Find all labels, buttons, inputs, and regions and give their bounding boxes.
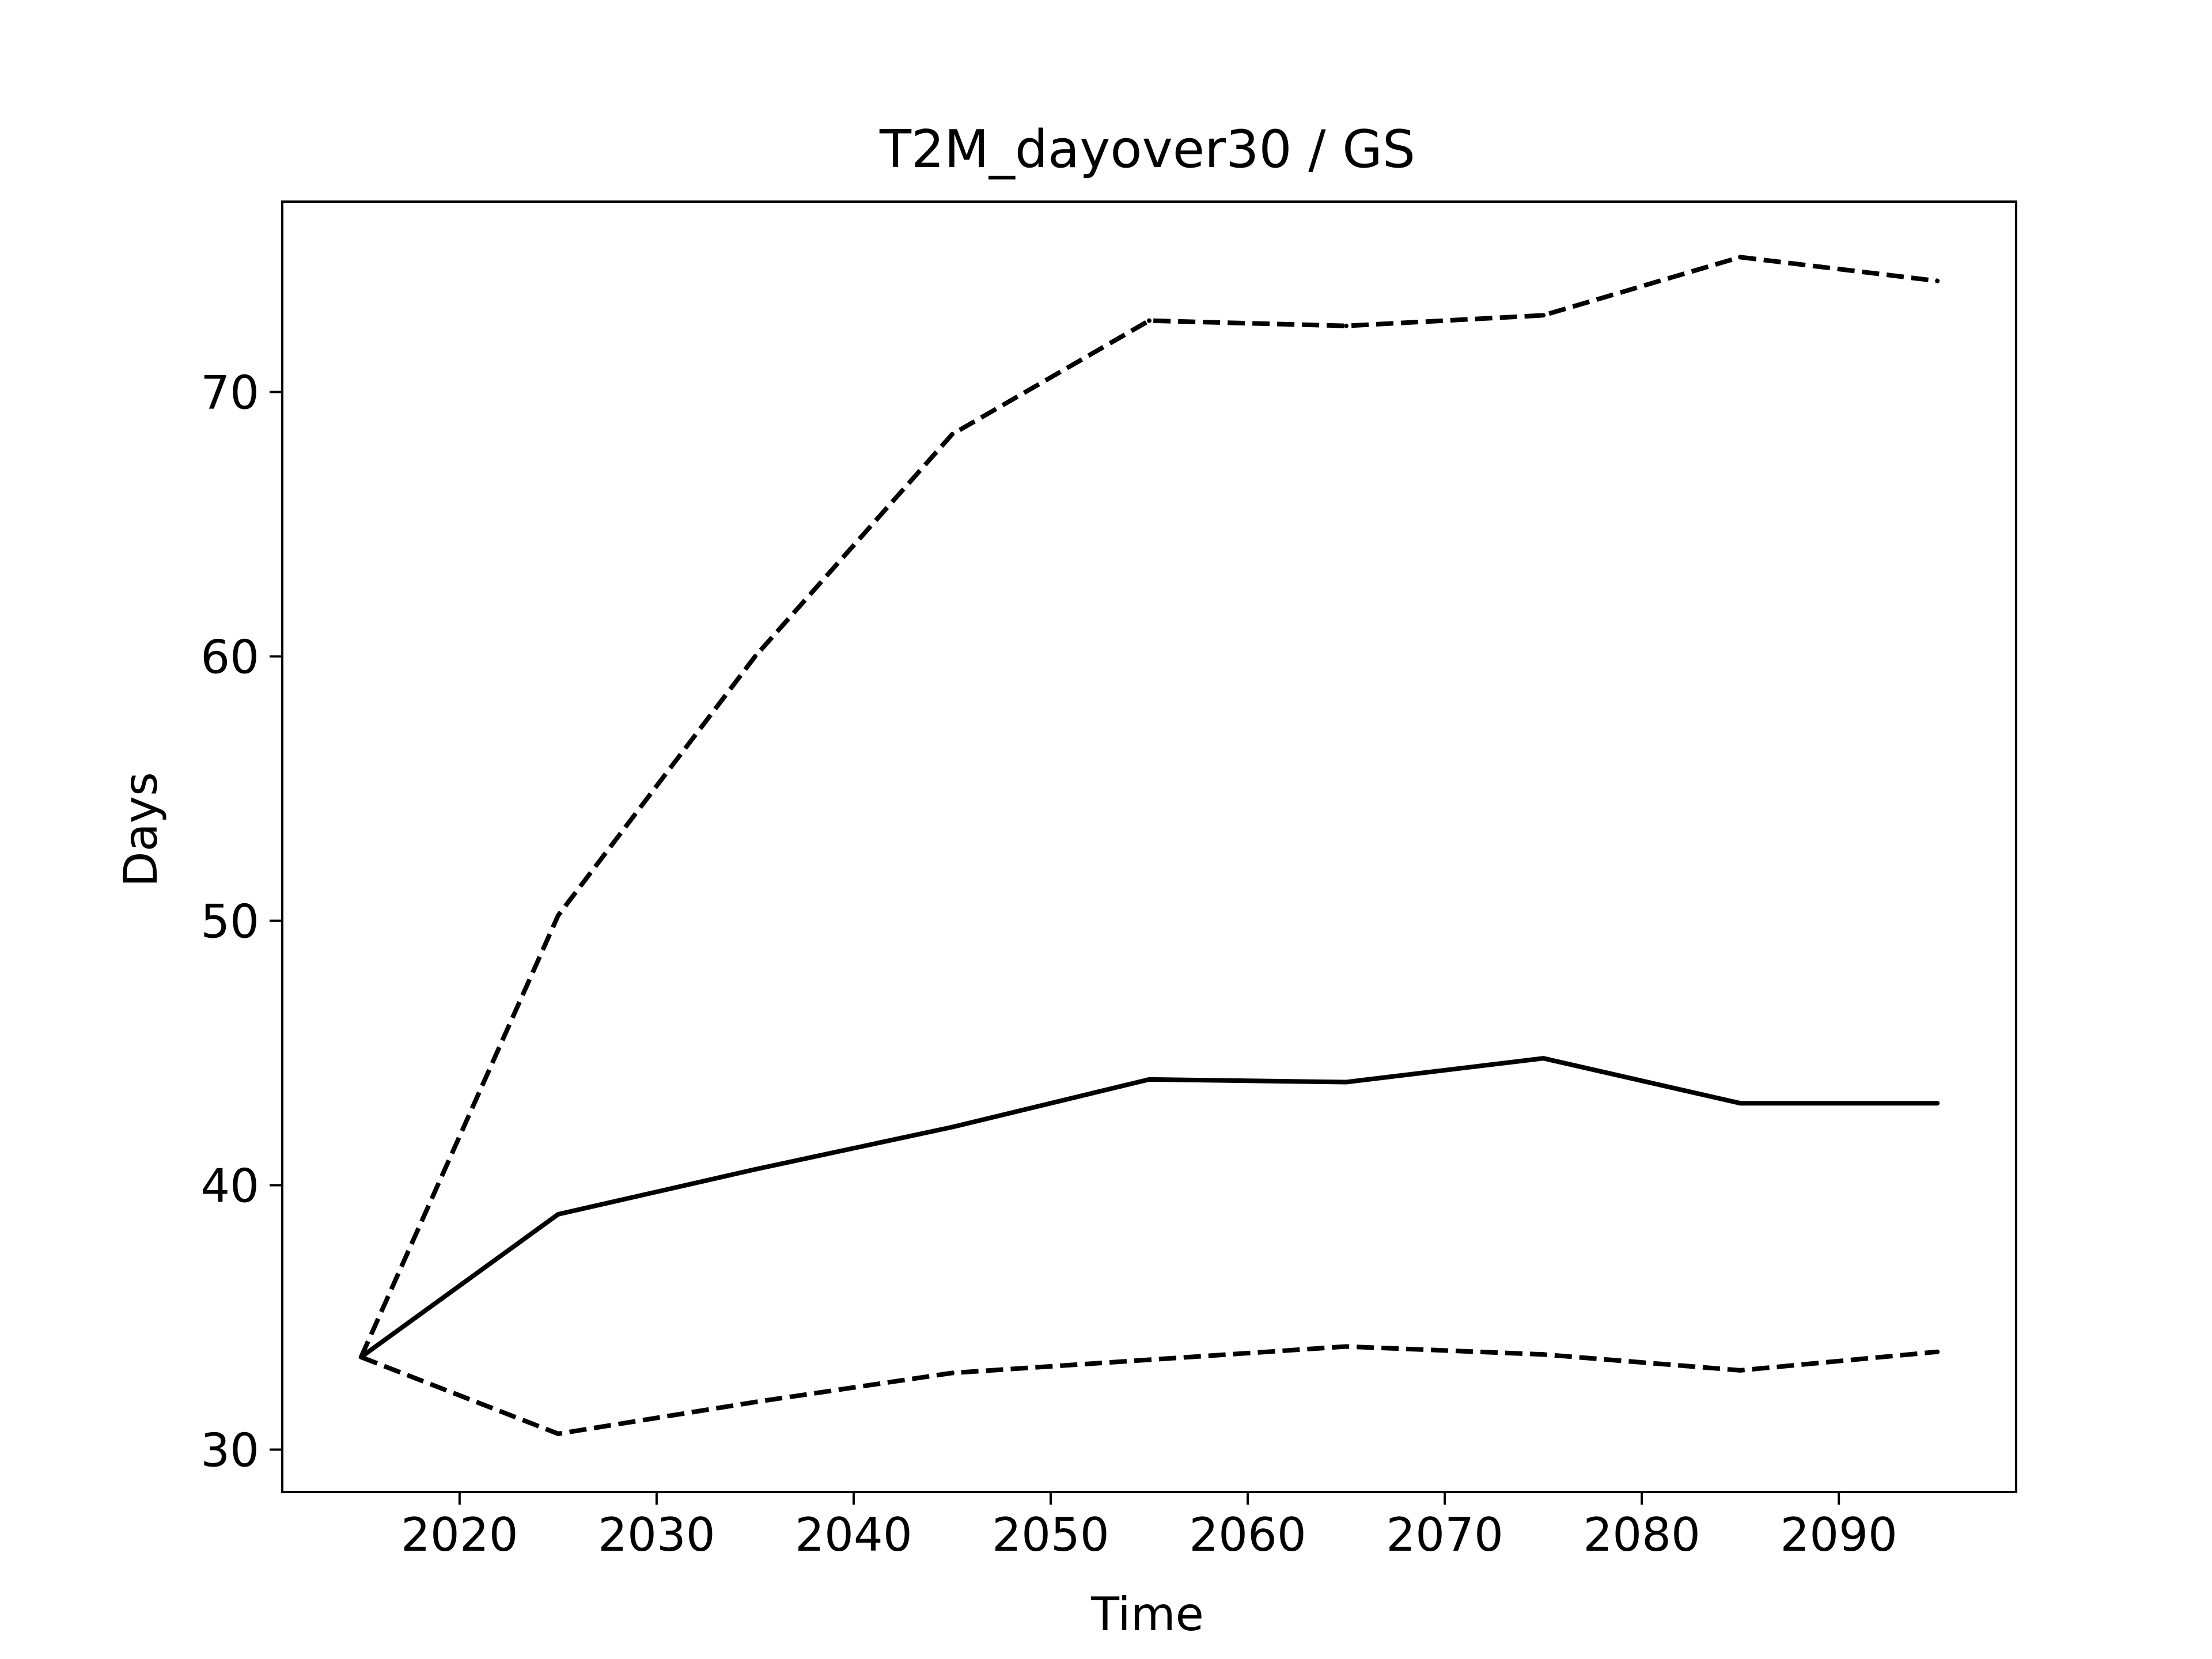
y-tick-label: 30 — [200, 1424, 259, 1478]
x-tick-label: 2050 — [992, 1508, 1109, 1562]
series-1-point — [1344, 323, 1349, 328]
series-2-point — [1738, 1101, 1743, 1106]
series-2-point — [555, 1212, 560, 1217]
series-3-point — [1738, 1368, 1743, 1373]
series-2-point — [950, 1124, 955, 1130]
y-tick-label: 50 — [200, 895, 259, 949]
x-tick-label: 2090 — [1780, 1508, 1897, 1562]
series-2-point — [752, 1167, 757, 1172]
series-1-point — [1935, 278, 1940, 283]
series-3-point — [1147, 1357, 1152, 1362]
series-1-point — [950, 431, 955, 437]
series-3-point — [1344, 1344, 1349, 1349]
series-3-point — [950, 1370, 955, 1376]
series-2-point — [1541, 1056, 1546, 1061]
series-3-point — [752, 1399, 757, 1404]
x-tick-label: 2080 — [1583, 1508, 1700, 1562]
x-tick-label: 2040 — [795, 1508, 912, 1562]
series-2-point — [1147, 1077, 1152, 1082]
series-2-point — [1344, 1080, 1349, 1085]
y-tick-label: 70 — [200, 366, 259, 419]
series-3-point — [1935, 1349, 1940, 1354]
series-1-point — [752, 654, 757, 659]
series-layer — [358, 255, 1940, 1436]
plot-frame — [281, 200, 2017, 1493]
series-3-point — [555, 1431, 560, 1436]
ticks-layer: 2020 2030 2040 2050 2060 2070 2080 2090 30 40 50 60… — [200, 366, 1897, 1562]
series-1-point — [1541, 313, 1546, 318]
x-tick-label: 2030 — [598, 1508, 715, 1562]
y-axis-label: Days — [114, 772, 168, 887]
series-1-point — [555, 913, 560, 918]
series-3-point — [358, 1354, 363, 1359]
y-tick-label: 40 — [200, 1160, 259, 1213]
chart-title: T2M_dayover30 / GS — [879, 119, 1415, 180]
y-tick-label: 60 — [200, 631, 259, 684]
x-tick-label: 2020 — [401, 1508, 518, 1562]
x-tick-label: 2060 — [1189, 1508, 1306, 1562]
x-tick-label: 2070 — [1386, 1508, 1503, 1562]
series-2-point — [1935, 1101, 1940, 1106]
series-3-point — [1541, 1352, 1546, 1357]
series-1-point — [1147, 318, 1152, 323]
series-1-point — [1738, 255, 1743, 260]
series-line-1 — [359, 255, 1938, 1358]
x-axis-label: Time — [1090, 1588, 1204, 1641]
